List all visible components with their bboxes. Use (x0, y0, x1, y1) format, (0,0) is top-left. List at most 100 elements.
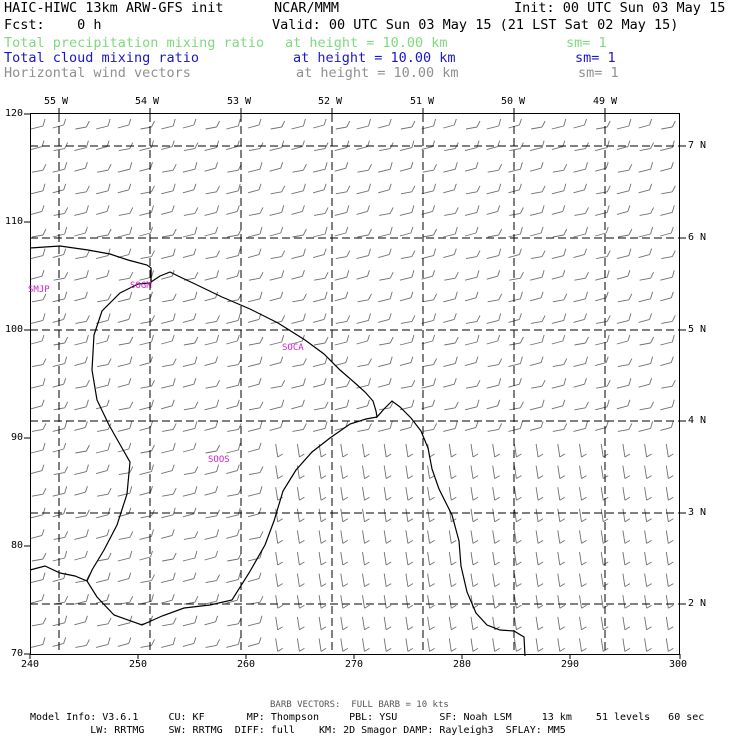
wind-barb (162, 552, 177, 562)
lon-label-55w: 55 W (44, 96, 69, 107)
wind-barb (334, 162, 349, 172)
wind-barb (639, 336, 655, 346)
wind-barb (661, 120, 676, 130)
wind-barb (118, 466, 134, 476)
wind-barb (334, 356, 349, 367)
wind-barb (226, 140, 240, 151)
wind-barb (226, 183, 241, 195)
wind-barb (552, 358, 568, 368)
wind-barb (509, 336, 524, 346)
wind-barb (182, 356, 198, 368)
wind-barb (487, 423, 503, 432)
wind-barb (552, 293, 568, 303)
wind-barb (492, 530, 500, 544)
wind-barb (579, 551, 587, 566)
wind-barb (639, 142, 655, 152)
wind-barb (161, 529, 175, 539)
wind-barb (470, 508, 479, 523)
wind-barb (487, 163, 503, 173)
wind-barb (312, 313, 327, 323)
wind-barb (74, 594, 89, 605)
wind-barb (400, 379, 416, 389)
wind-barb (318, 487, 327, 501)
frame-ticks (24, 108, 686, 659)
wind-barb (660, 421, 674, 431)
wind-barb (75, 639, 90, 648)
wind-barb (665, 487, 674, 501)
wind-barb (383, 638, 392, 652)
wind-barb (312, 183, 327, 194)
wind-barb (291, 205, 305, 215)
wind-barb (53, 466, 69, 476)
wind-barb (296, 616, 305, 631)
x-tick-260: 260 (237, 659, 256, 670)
wind-barb (204, 464, 220, 476)
wind-barb (443, 226, 458, 238)
wind-barb (53, 207, 69, 216)
wind-barb (638, 378, 653, 388)
wind-barb (600, 443, 609, 458)
wind-barb (529, 270, 545, 281)
wind-barb (595, 334, 610, 346)
wind-barb (509, 207, 524, 216)
wind-barb (535, 465, 544, 479)
wind-barb (557, 573, 566, 587)
y-tick-110: 110 (5, 216, 24, 227)
wind-barb (622, 530, 631, 544)
wind-barb (52, 550, 68, 562)
wind-barb (205, 574, 221, 584)
wind-barb (140, 574, 155, 584)
wind-barb (508, 248, 522, 259)
lat-label-3n: 3 N (688, 507, 707, 518)
wind-barb (356, 270, 370, 280)
wind-barb (95, 572, 111, 584)
wind-barb (508, 356, 523, 368)
wind-barb (117, 118, 132, 129)
wind-barb (318, 530, 327, 544)
wind-barb (291, 270, 305, 280)
wind-barb (95, 248, 111, 260)
wind-barb (422, 228, 438, 238)
wind-barb (573, 313, 587, 323)
wind-barb (557, 443, 566, 458)
wind-barb (362, 508, 370, 523)
wind-barb (95, 140, 110, 151)
wind-barb (596, 315, 611, 324)
wind-barb (162, 358, 177, 368)
wind-barb (204, 594, 220, 605)
wind-barb (362, 551, 370, 566)
lon-label-49w: 49 W (593, 96, 618, 107)
wind-barb (247, 183, 262, 194)
wind-barb (531, 379, 546, 389)
x-tick-280: 280 (453, 659, 472, 670)
wind-barb (183, 531, 199, 540)
wind-barb (617, 358, 633, 368)
wind-barb (616, 205, 631, 215)
wind-barb (383, 443, 392, 458)
wind-barb (400, 315, 416, 324)
wind-barb (161, 594, 175, 604)
wind-barb (464, 270, 480, 281)
wind-barb (227, 358, 242, 368)
wind-barb (269, 162, 284, 172)
field-cloud-sm: sm= 1 (575, 50, 616, 66)
wind-barb (312, 118, 327, 129)
wind-barb (182, 226, 198, 238)
wind-barb (486, 205, 501, 215)
wind-barb (638, 248, 653, 259)
wind-barb (638, 226, 654, 238)
wind-barb (427, 508, 435, 523)
wind-barb (95, 399, 110, 410)
wind-barb (248, 207, 264, 216)
wind-barb (162, 617, 177, 627)
wind-barb (427, 638, 435, 652)
wind-barb (378, 378, 392, 388)
wind-barb (378, 226, 393, 238)
wind-barb (296, 595, 305, 609)
wind-barb (513, 487, 522, 501)
wind-barb (53, 401, 69, 411)
wind-barb (665, 465, 674, 479)
wind-barb (314, 336, 329, 346)
wind-barb (487, 293, 503, 303)
wind-barb (638, 162, 654, 173)
